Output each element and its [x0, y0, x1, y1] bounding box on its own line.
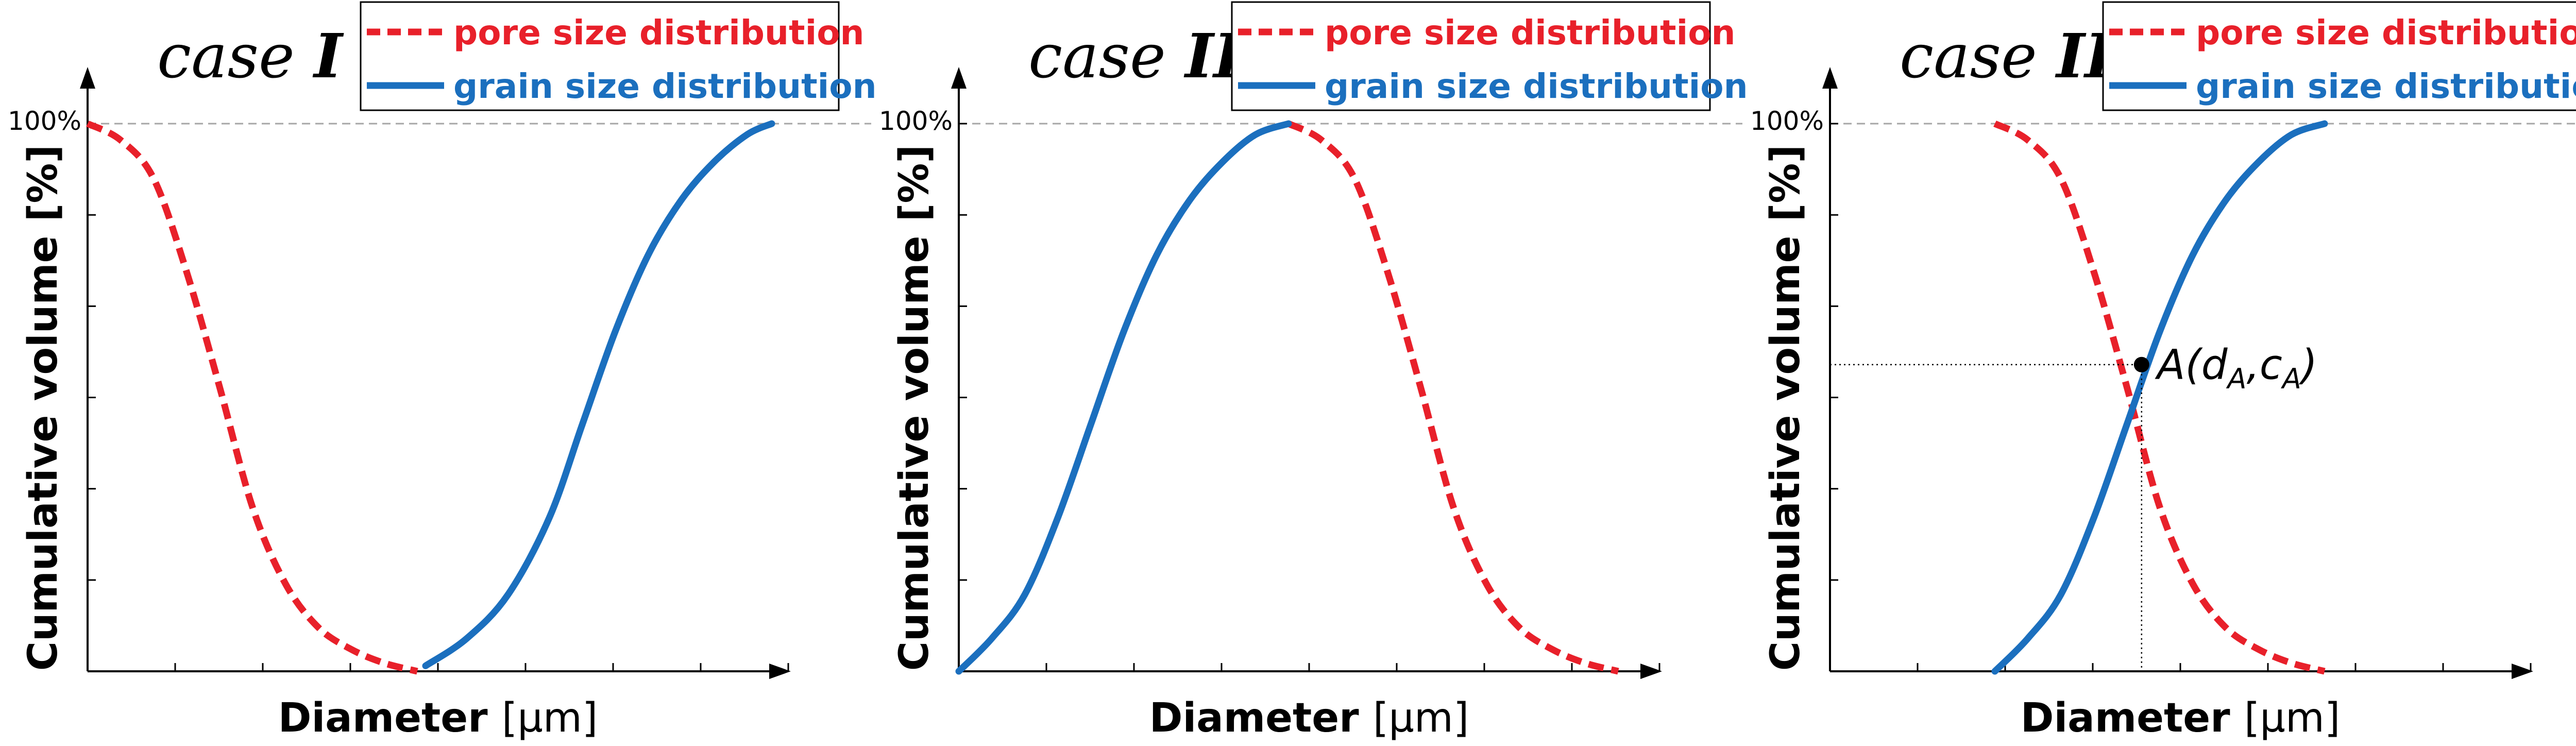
series-line [955, 120, 1292, 675]
x-axis-label-name: Diameter [1149, 695, 1373, 741]
y-max-label: 100% [8, 106, 81, 136]
chart-case-1: 100% Cumulative volume [%] Diameter [μm] ca… [8, 1, 877, 741]
x-axis-label: Diameter [μm] [2021, 695, 2341, 741]
chart-case-2: 100% Cumulative volume [%] Diameter [μm] ca… [879, 1, 1748, 741]
y-max-label: 100% [879, 106, 953, 136]
panel-case-1: 100% Cumulative volume [%] Diameter [μm] ca… [0, 0, 877, 746]
intersection-label-sub-c: A [2281, 363, 2301, 395]
x-axis-arrow [2512, 664, 2533, 679]
x-axis-label: Diameter [μm] [278, 695, 598, 741]
y-axis-label: Cumulative volume [%] [1762, 145, 1809, 671]
x-axis-label-name: Diameter [278, 695, 502, 741]
x-axis-label: Diameter [μm] [1149, 695, 1469, 741]
legend-box [1231, 1, 1711, 111]
y-axis-arrow [80, 67, 95, 89]
chart-title-prefix: case [1028, 21, 1185, 92]
intersection-label-sub-d: A [2226, 363, 2247, 395]
chart-title: case I [157, 20, 344, 92]
chart-case-3: 100% Cumulative volume [%] Diameter [μm] ca… [1750, 1, 2576, 741]
legend: pore size distribution grain size distrib… [2102, 1, 2576, 111]
chart-title: case II [1028, 20, 1244, 92]
series-line [422, 120, 775, 669]
series-line [1991, 120, 2328, 675]
y-axis-label: Cumulative volume [%] [891, 145, 938, 671]
legend: pore size distribution grain size distrib… [1231, 1, 1748, 111]
legend-label: grain size distribution [1325, 66, 1748, 106]
chart-title-prefix: case [157, 21, 314, 92]
y-max-label: 100% [1750, 106, 1824, 136]
legend-label: pore size distribution [1325, 13, 1736, 53]
x-axis-arrow [769, 664, 791, 679]
series-line [1287, 121, 1619, 675]
x-axis-arrow [1640, 664, 1662, 679]
panel-case-3: 100% Cumulative volume [%] Diameter [μm] ca… [1742, 0, 2576, 746]
chart-title-numeral: I [312, 20, 344, 92]
panel-case-2: 100% Cumulative volume [%] Diameter [μm] ca… [871, 0, 1748, 746]
legend-label: grain size distribution [453, 66, 877, 106]
legend-label: grain size distribution [2196, 66, 2576, 106]
legend-label: pore size distribution [2196, 13, 2576, 53]
series-line [86, 121, 418, 675]
chart-title-prefix: case [1900, 21, 2056, 92]
y-axis-arrow [1822, 67, 1838, 89]
y-axis-label: Cumulative volume [%] [20, 145, 66, 671]
series-line [1993, 121, 2326, 675]
legend: pore size distribution grain size distrib… [360, 1, 877, 111]
intersection-label-prefix: A(d [2155, 341, 2228, 389]
intersection-label-mid: ,c [2246, 341, 2282, 389]
intersection-label: A(dA,cA) [2155, 341, 2317, 395]
x-axis-label-unit: [μm] [2244, 695, 2340, 741]
legend-box [2102, 1, 2576, 111]
intersection-point [2133, 357, 2149, 372]
x-axis-label-unit: [μm] [1373, 695, 1469, 741]
legend-label: pore size distribution [453, 13, 865, 53]
intersection-label-suffix: ) [2299, 341, 2317, 389]
legend-box [360, 1, 840, 111]
x-axis-label-unit: [μm] [502, 695, 598, 741]
x-axis-label-name: Diameter [2021, 695, 2244, 741]
y-axis-arrow [951, 67, 967, 89]
